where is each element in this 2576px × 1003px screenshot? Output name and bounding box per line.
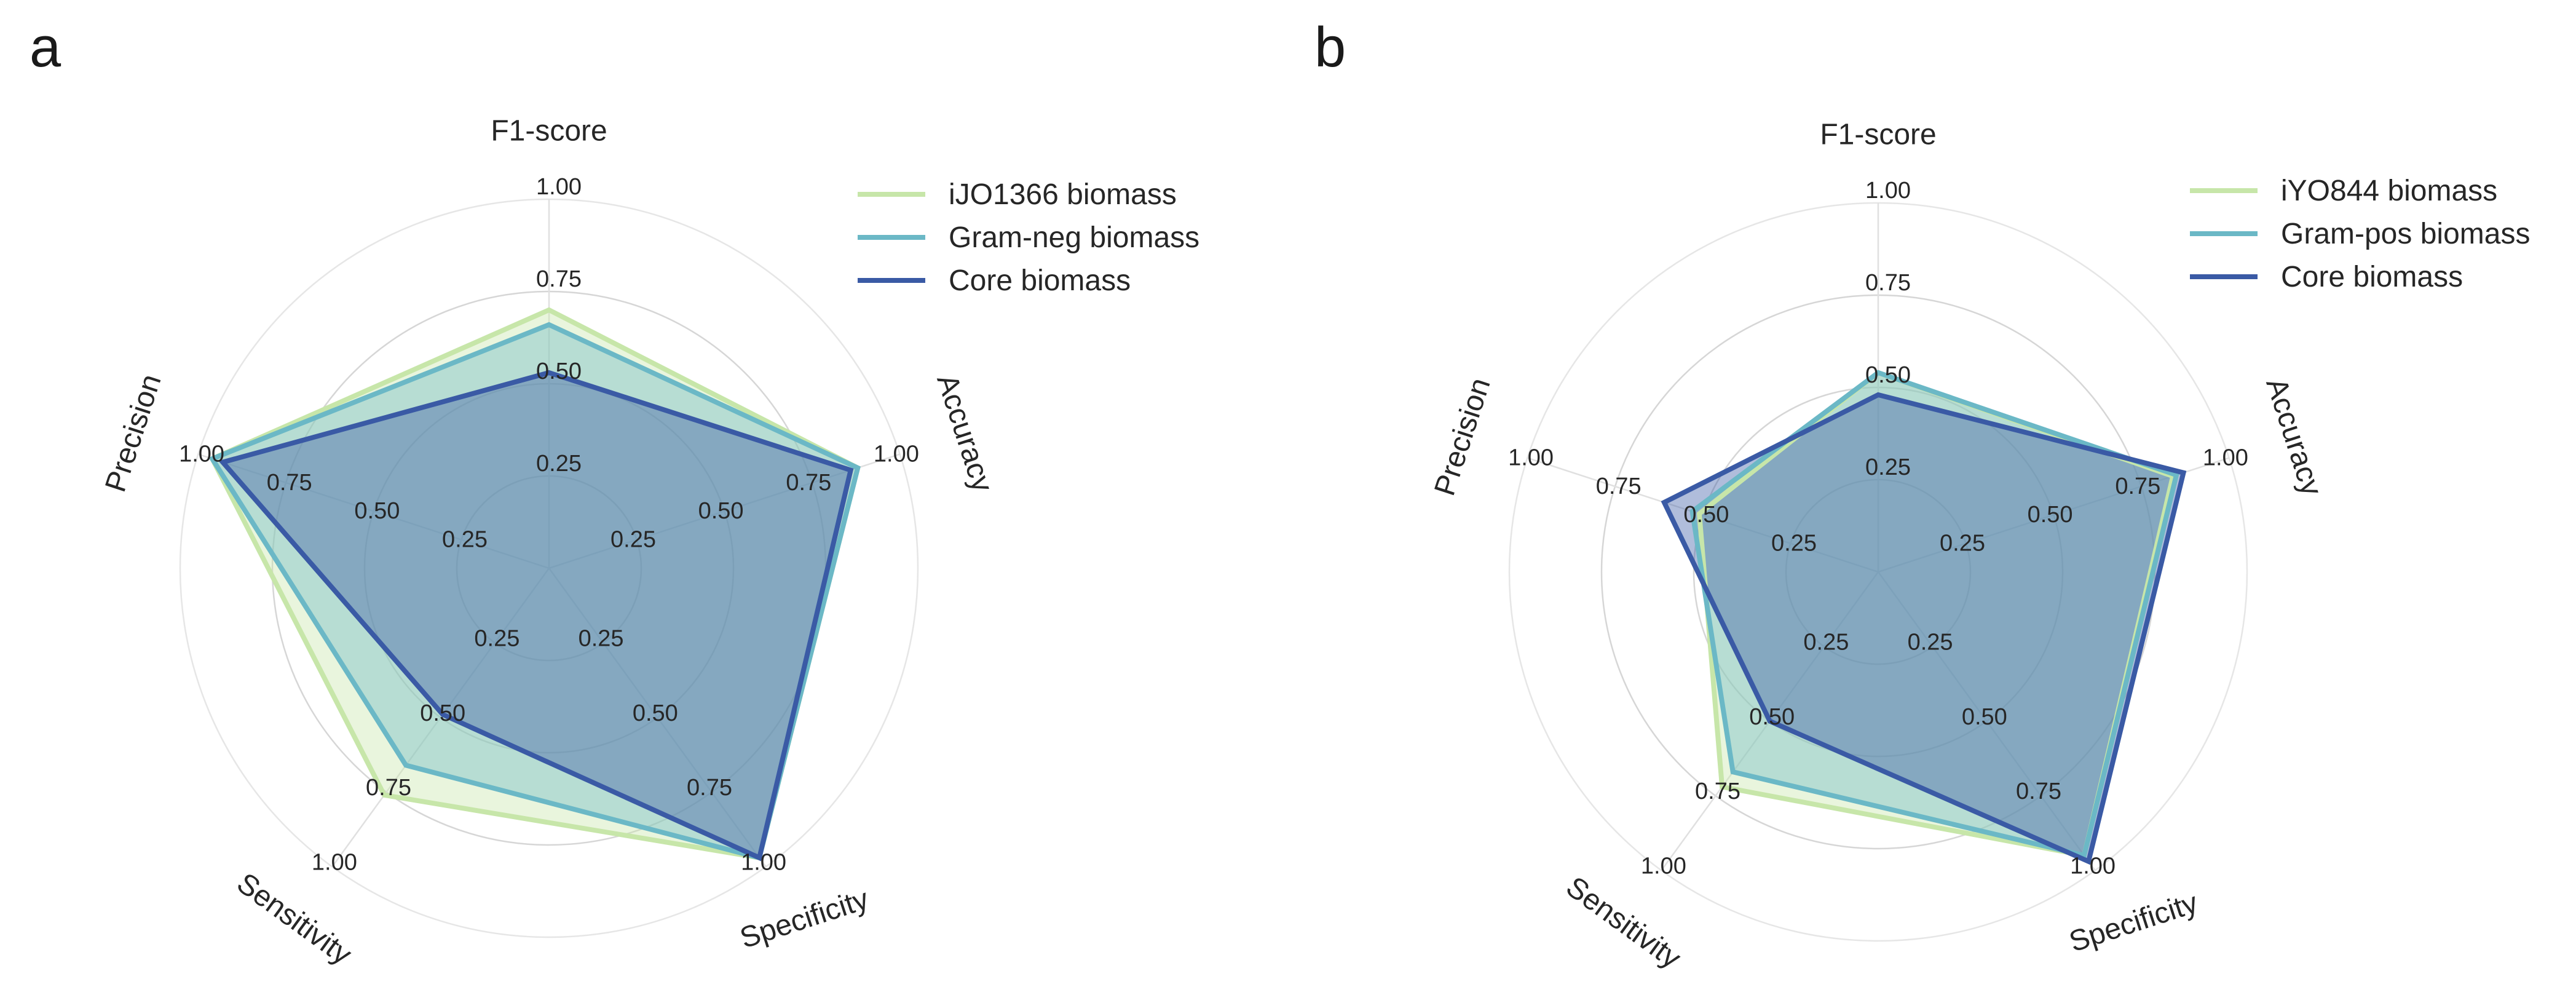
series-line-gram-neg-biomass — [208, 322, 861, 861]
tick-label: 1.00 — [312, 850, 357, 876]
series-line-core-biomass — [218, 370, 854, 862]
tick-label: 1.00 — [179, 441, 224, 467]
tick-label: 0.75 — [1596, 474, 1642, 499]
panel-label: b — [1314, 16, 1346, 79]
tick-label: 0.75 — [786, 470, 831, 496]
series-line-core-biomass — [1661, 392, 2187, 865]
series-area-iyo844-biomass — [1699, 373, 2173, 856]
axis-title-f1-score: F1-score — [491, 115, 607, 148]
tick-label: 1.00 — [2070, 854, 2116, 879]
series-area-core-biomass — [1664, 395, 2184, 862]
tick-label: 0.50 — [698, 498, 744, 524]
tick-label: 0.25 — [1940, 531, 1985, 557]
spoke-line — [1527, 457, 1879, 573]
tick-label: 0.50 — [536, 359, 582, 384]
radar-panel-b: b 0.25 0.50 0.75 1.00 0.25 0.50 0.75 1.00 0.25 0.5… — [1314, 16, 2530, 975]
tick-label: 0.50 — [2028, 502, 2073, 528]
spoke-line — [1877, 571, 2096, 871]
spoke-line — [197, 453, 550, 569]
tick-label: 0.50 — [1749, 704, 1795, 730]
axis-title-specificity: Specificity — [736, 883, 872, 955]
tick-label: 0.75 — [2115, 474, 2160, 499]
legend-label: iJO1366 biomass — [949, 178, 1177, 211]
tick-label: 1.00 — [874, 441, 919, 467]
tick-label: 0.75 — [687, 775, 732, 801]
tick-label: 1.00 — [1508, 445, 1554, 470]
tick-label: 0.75 — [1865, 270, 1911, 296]
legend-label: Gram-pos biomass — [2281, 218, 2530, 250]
axis-title-specificity: Specificity — [2065, 887, 2202, 959]
tick-label: 0.50 — [1683, 502, 1729, 528]
axis-title-accuracy: Accuracy — [930, 370, 998, 496]
series-area-core-biomass — [223, 373, 851, 858]
series-area-gram-neg-biomass — [212, 325, 858, 858]
tick-label: 0.75 — [366, 775, 411, 801]
legend-label: iYO844 biomass — [2281, 175, 2497, 207]
tick-label: 0.25 — [1865, 454, 1911, 480]
series-area-ijo1366-biomass — [212, 310, 858, 858]
spoke-line — [331, 568, 550, 868]
tick-label: 0.25 — [610, 527, 656, 553]
tick-label: 0.25 — [536, 451, 582, 477]
tick-label: 0.75 — [1695, 779, 1740, 804]
axis-title-sensitivity: Sensitivity — [231, 867, 357, 972]
tick-label: 1.00 — [1865, 178, 1911, 204]
tick-label: 1.00 — [2203, 445, 2248, 470]
axis-title-accuracy: Accuracy — [2259, 374, 2328, 499]
tick-label: 0.50 — [1865, 362, 1911, 388]
tick-label: 0.50 — [354, 498, 400, 524]
tick-label: 1.00 — [1641, 854, 1686, 879]
panel-label: a — [30, 16, 61, 79]
spoke-line — [548, 568, 767, 868]
legend: iYO844 biomass Gram-pos biomass Core bioma… — [2190, 175, 2530, 293]
tick-label: 0.75 — [536, 266, 582, 292]
tick-label: 1.00 — [741, 850, 786, 876]
tick-label: 1.00 — [536, 174, 582, 200]
tick-label: 0.25 — [579, 626, 624, 652]
axis-title-precision: Precision — [99, 370, 167, 496]
tick-label: 0.25 — [442, 527, 488, 553]
series-area-gram-pos-biomass — [1692, 373, 2176, 856]
legend-label: Core biomass — [2281, 261, 2463, 293]
tick-label: 0.25 — [474, 626, 520, 652]
tick-label: 0.50 — [633, 700, 678, 726]
tick-label: 0.25 — [1908, 630, 1953, 656]
axis-title-sensitivity: Sensitivity — [1560, 871, 1686, 975]
tick-label: 0.75 — [267, 470, 312, 496]
axis-title-precision: Precision — [1428, 374, 1496, 499]
axis-title-f1-score: F1-score — [1820, 119, 1936, 151]
radar-panel-a: a 0.25 0.50 0.75 1.00 0.25 0.50 0.75 1.00 0.25 0.5… — [30, 16, 1199, 971]
tick-label: 0.25 — [1803, 630, 1849, 656]
tick-label: 0.75 — [2016, 779, 2061, 804]
legend-label: Core biomass — [949, 264, 1131, 297]
tick-label: 0.50 — [1962, 704, 2007, 730]
tick-label: 0.50 — [420, 700, 465, 726]
legend: iJO1366 biomass Gram-neg biomass Core biom… — [858, 178, 1199, 297]
spoke-line — [548, 453, 901, 569]
tick-label: 0.25 — [1771, 531, 1817, 557]
legend-label: Gram-neg biomass — [949, 221, 1199, 254]
